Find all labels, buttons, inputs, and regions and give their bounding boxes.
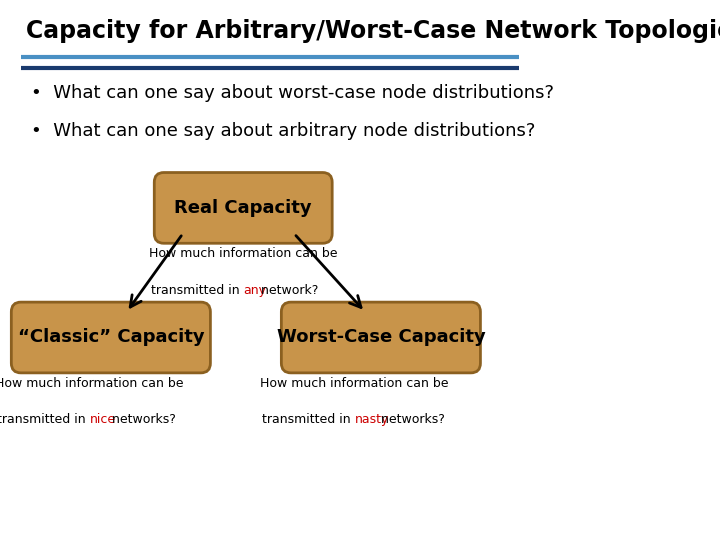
Text: transmitted in: transmitted in — [262, 414, 354, 427]
Text: nice: nice — [90, 414, 116, 427]
Text: transmitted in: transmitted in — [0, 414, 90, 427]
Text: “Classic” Capacity: “Classic” Capacity — [17, 328, 204, 347]
Text: networks?: networks? — [377, 414, 445, 427]
Text: nasty: nasty — [354, 414, 389, 427]
Text: any: any — [243, 284, 266, 297]
Text: How much information can be: How much information can be — [149, 247, 338, 260]
Text: network?: network? — [257, 284, 318, 297]
FancyBboxPatch shape — [154, 173, 332, 243]
FancyBboxPatch shape — [282, 302, 480, 373]
Text: How much information can be: How much information can be — [260, 377, 449, 390]
Text: networks?: networks? — [108, 414, 176, 427]
Text: transmitted in: transmitted in — [150, 284, 243, 297]
FancyBboxPatch shape — [12, 302, 210, 373]
Text: Capacity for Arbitrary/Worst-Case Network Topologies: Capacity for Arbitrary/Worst-Case Networ… — [26, 19, 720, 43]
Text: •  What can one say about arbitrary node distributions?: • What can one say about arbitrary node … — [32, 122, 536, 139]
Text: Worst-Case Capacity: Worst-Case Capacity — [276, 328, 485, 347]
Text: •  What can one say about worst-case node distributions?: • What can one say about worst-case node… — [32, 84, 554, 102]
Text: How much information can be: How much information can be — [0, 377, 184, 390]
Text: Real Capacity: Real Capacity — [174, 199, 312, 217]
